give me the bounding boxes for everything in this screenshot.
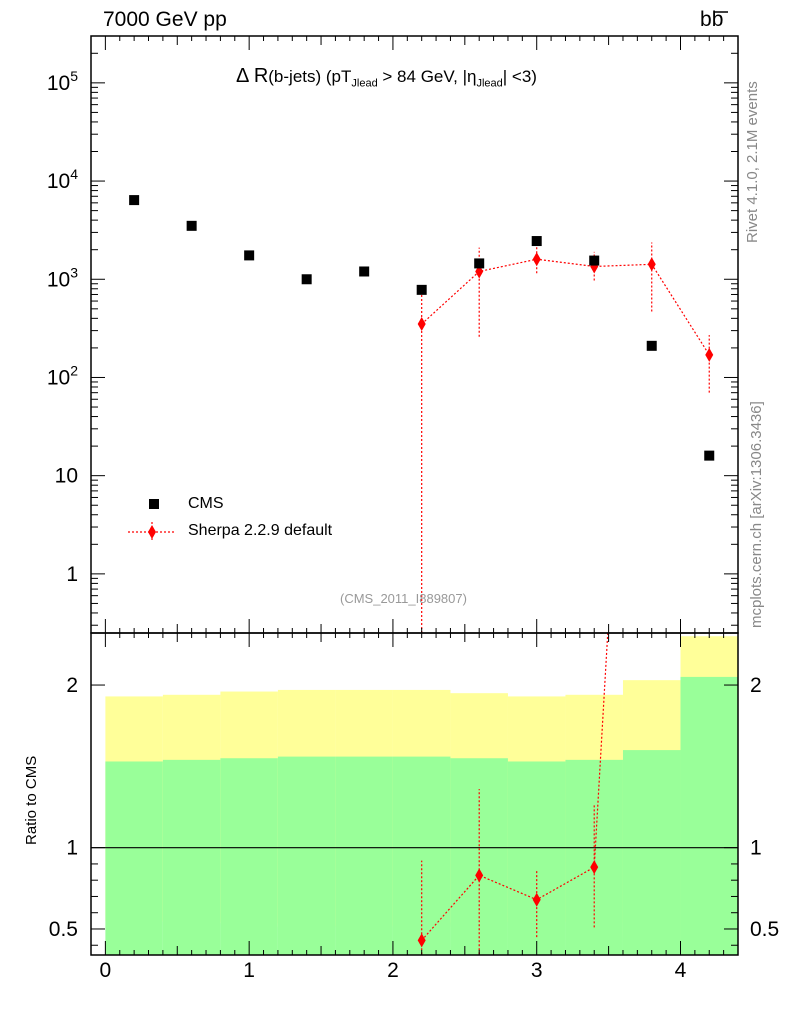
ratio-marker-2 <box>532 892 541 907</box>
band-inner-5 <box>392 756 451 955</box>
data-marker-6 <box>474 258 485 269</box>
band-inner-1 <box>162 759 221 955</box>
band-inner-4 <box>335 756 393 955</box>
title-gt: > 84 GeV, |η <box>377 67 477 86</box>
data-marker-10 <box>704 450 715 461</box>
plot-title: Δ R(b-jets) (pTJlead > 84 GeV, |ηJlead| … <box>236 65 537 89</box>
y-tick-exponent-4: 4 <box>70 166 78 182</box>
axis-tick-labels: 0 1 2 3 4 1 10 102 103 104 105 0.5 0.5 1 1 2 2 <box>47 68 779 982</box>
ratio-y-tick-label-right-2: 2 <box>750 674 762 697</box>
band-inner-9 <box>622 750 681 955</box>
band-inner-0 <box>105 761 163 955</box>
data-marker-0 <box>129 195 140 206</box>
data-marker-4 <box>359 266 370 277</box>
data-marker-1 <box>186 220 197 231</box>
data-series-main <box>129 195 715 461</box>
mcplots-reference-label: mcplots.cern.ch [arXiv:1306.3436] <box>748 401 765 628</box>
x-tick-label-1: 1 <box>243 959 255 982</box>
legend-sherpa-marker <box>148 525 156 539</box>
y-tick-label-2: 102 <box>47 362 78 389</box>
axis-ticks <box>91 35 739 955</box>
y-tick-label-1: 10 <box>55 465 78 488</box>
title-jlead-2: Jlead <box>476 77 503 90</box>
main-frame <box>90 35 739 634</box>
data-marker-2 <box>244 250 255 261</box>
process-label: bb <box>700 8 723 32</box>
mc-marker-0 <box>417 317 426 332</box>
ratio-frame <box>90 632 739 956</box>
ratio-axis-label: Ratio to CMS <box>23 755 40 845</box>
x-tick-label-4: 4 <box>675 959 687 982</box>
ratio-marker-1 <box>475 868 484 883</box>
y-tick-exponent-5: 5 <box>70 68 78 84</box>
title-bjets: (b-jets) (pT <box>268 67 352 86</box>
mc-marker-4 <box>647 257 656 272</box>
process-b: b <box>700 8 712 31</box>
y-tick-label-0: 1 <box>66 563 78 586</box>
band-inner-3 <box>277 756 336 955</box>
uncertainty-bands <box>105 636 738 955</box>
title-lt: | <3) <box>502 67 537 86</box>
plot-frames <box>90 35 739 956</box>
band-inner-10 <box>680 676 738 955</box>
y-tick-label-5: 105 <box>47 68 78 95</box>
band-inner-2 <box>220 758 278 955</box>
x-tick-label-2: 2 <box>387 959 399 982</box>
ratio-marker-3 <box>590 860 599 875</box>
process-bbar: b <box>711 8 724 31</box>
title-dr: Δ R <box>236 65 269 87</box>
mc-marker-5 <box>705 347 714 362</box>
ratio-y-tick-label-right-1: 1 <box>750 837 762 860</box>
x-tick-label-0: 0 <box>100 959 112 982</box>
band-inner-6 <box>450 758 508 955</box>
data-marker-7 <box>531 236 542 247</box>
mc-line <box>421 258 710 356</box>
y-tick-label-3: 103 <box>47 264 78 291</box>
ratio-marker-0 <box>417 933 426 948</box>
legend-cms-marker <box>149 499 159 509</box>
ratio-y-tick-label-left-2: 2 <box>66 674 78 697</box>
data-marker-8 <box>589 255 600 266</box>
ratio-y-tick-label-right-0: 0.5 <box>750 918 779 941</box>
ratio-y-tick-label-left-1: 1 <box>66 837 78 860</box>
y-tick-exponent-3: 3 <box>70 264 78 280</box>
y-tick-label-4: 104 <box>47 166 78 193</box>
collision-label: 7000 GeV pp <box>103 8 227 31</box>
mc-series-ratio <box>417 633 609 955</box>
data-marker-3 <box>301 274 312 285</box>
band-inner-7 <box>507 761 566 955</box>
mc-marker-2 <box>532 252 541 267</box>
y-tick-exponent-2: 2 <box>70 362 78 378</box>
analysis-tag: (CMS_2011_I889807) <box>340 591 467 606</box>
legend-sherpa-label: Sherpa 2.2.9 default <box>188 522 333 539</box>
title-jlead-1: Jlead <box>351 77 378 90</box>
data-marker-5 <box>416 284 427 295</box>
x-tick-label-3: 3 <box>531 959 543 982</box>
rivet-version-label: Rivet 4.1.0, 2.1M events <box>744 81 761 243</box>
legend-markers <box>128 499 176 542</box>
legend-cms-label: CMS <box>188 495 224 512</box>
data-marker-9 <box>646 340 657 351</box>
ratio-y-tick-label-left-0: 0.5 <box>49 918 78 941</box>
